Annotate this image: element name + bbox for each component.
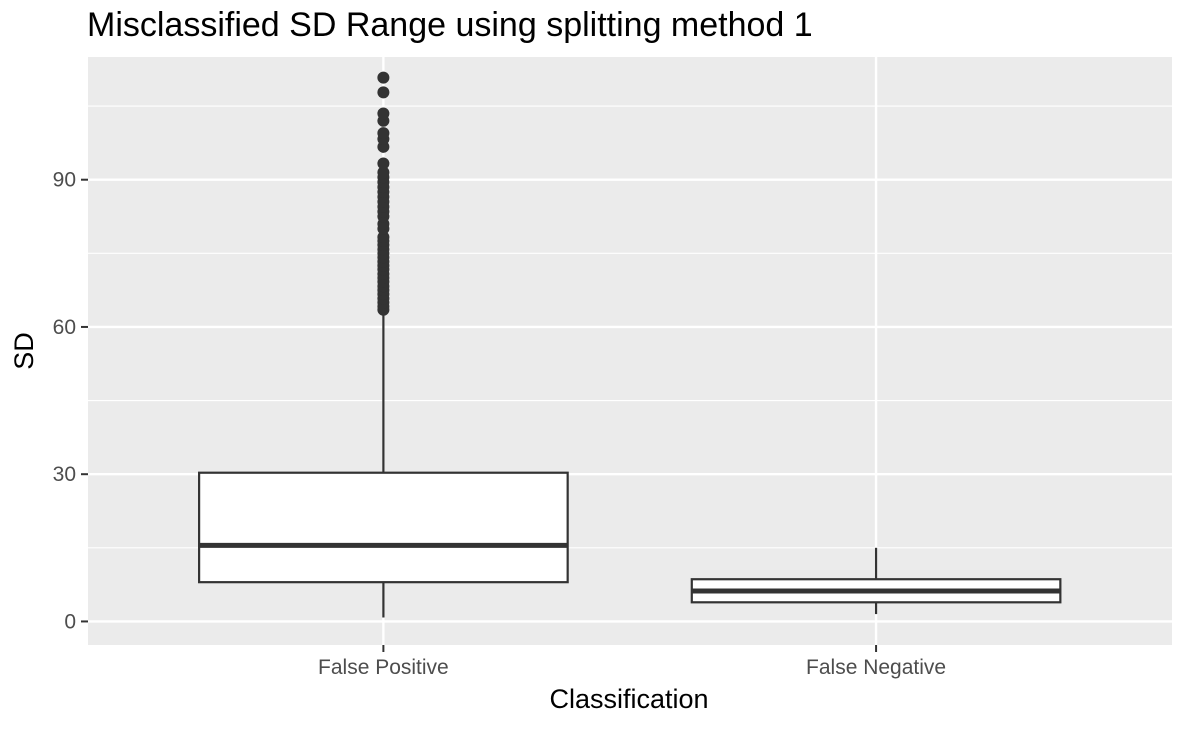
outlier-point bbox=[377, 127, 390, 140]
y-tick-label: 30 bbox=[53, 463, 76, 486]
chart-title: Misclassified SD Range using splitting m… bbox=[87, 6, 813, 44]
outlier-point bbox=[377, 86, 390, 99]
y-axis-title: SD bbox=[9, 332, 39, 370]
outlier-point bbox=[377, 157, 390, 170]
box-layer bbox=[198, 71, 1062, 618]
boxplot-false-positive bbox=[198, 71, 569, 618]
outlier-point bbox=[377, 231, 390, 244]
x-tick-label: False Positive bbox=[318, 656, 449, 679]
outlier-point bbox=[377, 166, 390, 179]
axis-layer: 0 30 60 90 False Positive False Negative bbox=[53, 169, 946, 679]
boxplot-false-negative bbox=[690, 547, 1062, 615]
outlier-point bbox=[377, 71, 390, 84]
outlier-point bbox=[377, 107, 390, 120]
grid-layer bbox=[88, 57, 1172, 645]
x-tick-label: False Negative bbox=[806, 656, 946, 679]
iqr-box bbox=[198, 471, 569, 584]
y-tick-label: 60 bbox=[53, 316, 76, 339]
y-tick-label: 90 bbox=[53, 169, 76, 192]
x-axis-title: Classification bbox=[549, 684, 708, 714]
y-tick-label: 0 bbox=[64, 610, 76, 633]
